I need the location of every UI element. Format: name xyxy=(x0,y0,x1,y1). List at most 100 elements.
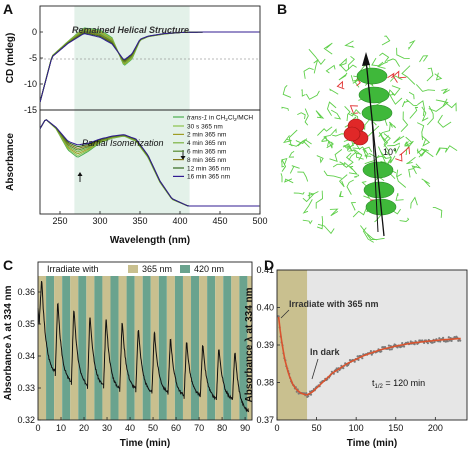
data-point xyxy=(388,348,391,351)
data-point xyxy=(357,358,360,361)
data-point xyxy=(353,360,356,363)
stripe-365 xyxy=(38,262,47,420)
panel-a-label: A xyxy=(3,1,13,17)
panel-d-ticks: 0 50 100 150 200 0.37 0.38 0.39 0.40 0.41 xyxy=(256,265,442,433)
panel-c-frame xyxy=(37,261,253,421)
x-tick-label: 150 xyxy=(388,423,403,433)
molecule-bond xyxy=(281,157,288,166)
panel-c-label: C xyxy=(3,257,13,273)
molecule-bond xyxy=(362,146,372,155)
legend-item: 16 min 365 nm xyxy=(187,174,230,181)
molecule-bond xyxy=(386,58,400,67)
molecule-bond xyxy=(305,90,320,100)
molecule-bond xyxy=(428,98,448,112)
molecule-bond xyxy=(302,219,313,225)
angle-label: 10° xyxy=(383,147,397,157)
molecule-bond xyxy=(389,121,397,129)
molecule-bond xyxy=(353,174,360,178)
y-tick-label: 0.36 xyxy=(17,287,35,297)
absorbance-plot-frame xyxy=(39,109,261,215)
molecule-bond xyxy=(435,99,449,107)
legend-item-trans: trans-1 in CH2Cl2/MCH xyxy=(187,115,253,123)
molecule-bond xyxy=(445,102,457,112)
y-tick-label: 0.37 xyxy=(256,415,274,425)
panel-b-label: B xyxy=(277,1,287,17)
molecule-bond xyxy=(426,105,434,126)
molecule-bond xyxy=(389,75,403,82)
reference-line xyxy=(371,117,379,233)
molecule-bond xyxy=(350,202,356,211)
stripe-420 xyxy=(223,262,232,420)
molecule-bond xyxy=(302,199,313,214)
molecule-bond xyxy=(379,52,390,63)
molecule-bond xyxy=(350,75,360,84)
molecule-bond xyxy=(387,72,398,83)
x-tick-label: 0 xyxy=(35,423,40,433)
molecule-bond xyxy=(368,152,387,159)
legend-420: 420 nm xyxy=(194,264,224,274)
molecule-bond xyxy=(434,72,443,81)
data-point xyxy=(309,393,313,396)
annotation-thalf: t1/2 = 120 min xyxy=(372,378,425,390)
stripe-365 xyxy=(118,262,127,420)
molecule-bond xyxy=(408,39,416,51)
data-point xyxy=(307,395,310,398)
molecule-bond xyxy=(297,171,309,182)
y-tick-label: 0.40 xyxy=(256,303,274,313)
molecule-bond xyxy=(399,146,410,156)
molecule-bond xyxy=(364,154,380,165)
stripe-420 xyxy=(142,262,151,420)
legend-item: 4 min 365 nm xyxy=(187,140,226,147)
molecule-bond xyxy=(400,111,409,133)
x-tick-label: 10 xyxy=(56,423,66,433)
c-ylabel: Absorbance λ at 334 nm xyxy=(3,285,14,400)
molecule-bond xyxy=(444,145,458,153)
molecule-bond xyxy=(282,135,292,144)
data-point xyxy=(400,345,403,348)
dark-pointer xyxy=(311,358,319,380)
x-tick-label: 450 xyxy=(212,216,227,226)
molecule-bond xyxy=(288,129,298,147)
data-point xyxy=(409,340,412,343)
y-tick-label: 0.33 xyxy=(17,383,35,393)
data-point xyxy=(431,341,434,344)
y-tick-label: -5 xyxy=(29,53,37,63)
data-point xyxy=(459,339,462,342)
molecule-bond xyxy=(303,67,314,79)
molecule-bond xyxy=(388,89,396,97)
data-point xyxy=(450,339,453,342)
stripe-365 xyxy=(70,262,79,420)
molecule-bond xyxy=(419,55,429,63)
molecule-bond xyxy=(348,152,362,161)
helix-core-blobs xyxy=(343,67,397,216)
x-tick-label: 90 xyxy=(240,423,250,433)
molecule-bond xyxy=(381,35,391,46)
molecule-bond xyxy=(421,178,431,188)
molecule-bond xyxy=(349,105,359,114)
irradiation-stripes xyxy=(38,262,252,420)
molecule-bond xyxy=(441,88,450,94)
molecule-sticks xyxy=(280,35,458,243)
molecule-bond xyxy=(345,152,354,168)
molecule-bond xyxy=(395,192,404,201)
molecule-bond xyxy=(327,139,333,149)
molecule-bond xyxy=(415,84,436,92)
data-point xyxy=(380,350,383,353)
molecule-bond xyxy=(396,169,402,177)
stripe-420 xyxy=(78,262,87,420)
molecule-bond xyxy=(353,75,360,88)
molecule-bond xyxy=(411,163,422,175)
molecule-bond xyxy=(329,88,339,95)
molecule-bond xyxy=(347,108,361,117)
stripe-420 xyxy=(110,262,119,420)
molecule-bond xyxy=(391,85,401,96)
helix-blob xyxy=(358,86,390,104)
molecule-bond xyxy=(280,173,283,183)
absorbance-trace xyxy=(37,281,249,413)
molecule-bond xyxy=(329,208,339,217)
molecule-bond xyxy=(295,138,308,145)
y-tick-label: 0.32 xyxy=(17,415,35,425)
stripe-420 xyxy=(174,262,183,420)
legend-prefix: Irradiate with xyxy=(47,264,99,274)
molecule-bond xyxy=(317,126,333,136)
